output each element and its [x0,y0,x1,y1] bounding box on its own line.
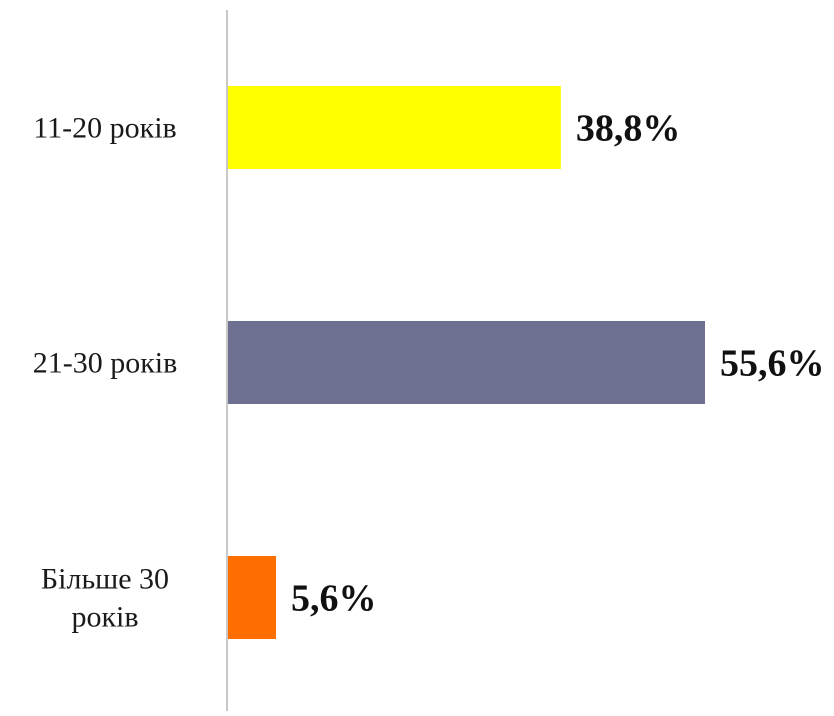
category-labels-group: 11-20 років 21-30 років Більше 30 років [33,112,178,634]
bars-group [228,86,705,639]
category-label-2: Більше 30 років [41,563,169,634]
value-label-2: 5,6% [291,578,377,620]
category-label-1: 21-30 років [33,347,178,380]
value-label-1: 55,6% [720,343,825,385]
bar-1 [228,321,705,404]
bar-2 [228,556,277,639]
value-label-0: 38,8% [576,108,681,150]
category-label-0: 11-20 років [33,112,176,145]
value-labels-group: 38,8% 55,6% 5,6% [291,108,824,620]
bar-0 [228,86,561,169]
